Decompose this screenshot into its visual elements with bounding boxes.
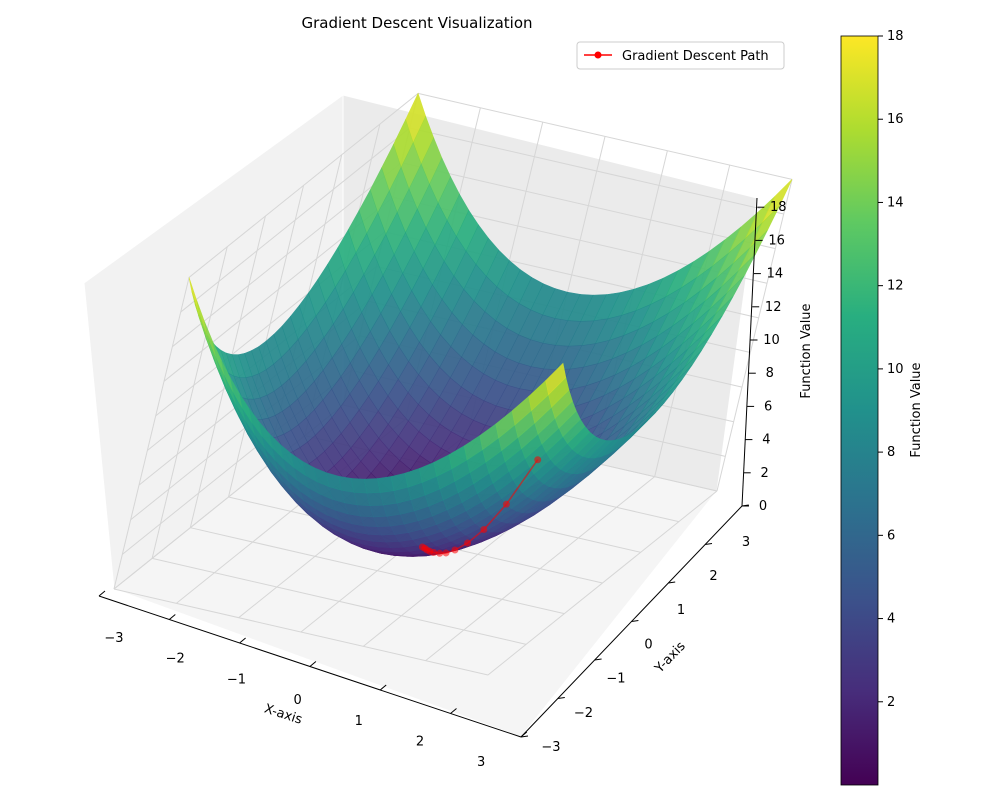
z-tick-label: 10 — [763, 333, 780, 348]
x-tick-mark — [168, 614, 176, 620]
gridline — [151, 246, 228, 559]
z-tick-label: 0 — [759, 499, 767, 514]
surface-patch — [545, 362, 567, 396]
z-tick-label: 18 — [770, 200, 787, 215]
z-tick-label: 2 — [761, 466, 769, 481]
gridline — [425, 476, 655, 662]
colorbar-tick-label: 6 — [887, 528, 895, 543]
y-tick-mark — [704, 543, 713, 545]
gridline — [487, 490, 718, 676]
x-tick-label: −1 — [227, 672, 246, 687]
y-tick-label: −1 — [606, 672, 625, 687]
x-tick-mark — [98, 590, 106, 597]
legend: Gradient Descent Path — [576, 41, 785, 70]
gridline — [716, 179, 793, 492]
x-tick-label: −2 — [166, 652, 185, 667]
legend-marker-swatch — [594, 51, 602, 59]
colorbar-label: Function Value — [909, 362, 924, 457]
y-ticks: −3 −2 −1 0 1 2 3 — [520, 504, 750, 755]
path-point — [436, 549, 444, 557]
x-tick-mark — [239, 637, 246, 644]
surface-plot — [188, 92, 793, 557]
x-tick-mark — [379, 684, 387, 691]
colorbar-tick-label: 12 — [887, 279, 904, 294]
x-tick-label: −3 — [104, 631, 123, 646]
path-point — [534, 456, 542, 464]
y-tick-label: 2 — [709, 569, 717, 584]
x-tick-label: 1 — [355, 714, 363, 729]
z-axis-line — [741, 197, 758, 507]
gridline — [401, 162, 776, 250]
x-tick-label: 0 — [293, 693, 301, 708]
gridline — [188, 93, 419, 278]
colorbar-tick-label: 8 — [887, 445, 895, 460]
y-tick-mark — [520, 735, 529, 738]
path-point — [418, 543, 426, 551]
x-tick-label: 3 — [477, 755, 485, 770]
colorbar-gradient — [840, 35, 879, 786]
z-tick-label: 16 — [768, 233, 785, 248]
y-tick-label: −3 — [541, 740, 560, 755]
colorbar-tick-label: 14 — [887, 195, 904, 210]
colorbar-tick-label: 18 — [887, 29, 904, 44]
gridline — [409, 127, 784, 215]
colorbar-tick-label: 2 — [887, 695, 895, 710]
y-tick-mark — [631, 620, 639, 622]
z-tick-label: 6 — [764, 399, 772, 414]
z-ticks: 0 2 4 6 8 10 12 14 16 18 — [742, 200, 787, 514]
z-tick-label: 12 — [765, 300, 782, 315]
path-point — [502, 500, 510, 508]
path-point — [451, 546, 459, 554]
gradient-descent-path — [418, 456, 542, 557]
colorbar: 2 4 6 8 10 12 14 16 18 Function Value — [840, 29, 924, 786]
legend-box — [576, 41, 785, 70]
y-tick-mark — [557, 697, 565, 699]
x-tick-mark — [450, 708, 457, 714]
gridline — [172, 162, 402, 348]
y-tick-mark — [668, 581, 676, 584]
colorbar-tick-label: 10 — [887, 362, 904, 377]
colorbar-tick-label: 16 — [887, 112, 904, 127]
path-point — [480, 525, 488, 533]
gridline — [180, 127, 411, 313]
y-tick-label: −2 — [574, 706, 593, 721]
gridline — [113, 277, 190, 590]
z-tick-label: 4 — [762, 433, 770, 448]
chart-title: Gradient Descent Visualization — [301, 14, 532, 32]
y-tick-label: 3 — [742, 535, 750, 550]
legend-entry-label: Gradient Descent Path — [622, 49, 769, 64]
colorbar-tick-label: 4 — [887, 612, 895, 627]
x-tick-mark — [309, 661, 317, 667]
gridline — [113, 588, 489, 676]
y-tick-label: 0 — [644, 637, 652, 652]
x-ticks: −3 −2 −1 0 1 2 3 — [98, 590, 528, 770]
colorbar-ticks: 2 4 6 8 10 12 14 16 18 — [878, 29, 904, 710]
z-tick-label: 8 — [766, 366, 774, 381]
z-axis-label: Function Value — [799, 303, 814, 398]
path-point — [464, 539, 472, 547]
y-tick-label: 1 — [677, 603, 685, 618]
z-axis: 0 2 4 6 8 10 12 14 16 18 Function Value — [741, 197, 814, 514]
z-tick-label: 14 — [767, 267, 784, 282]
gridline — [417, 92, 793, 180]
x-tick-label: 2 — [416, 735, 424, 750]
y-axis-label: Y-axis — [651, 639, 688, 677]
y-tick-mark — [594, 658, 602, 661]
path-point — [442, 549, 450, 557]
